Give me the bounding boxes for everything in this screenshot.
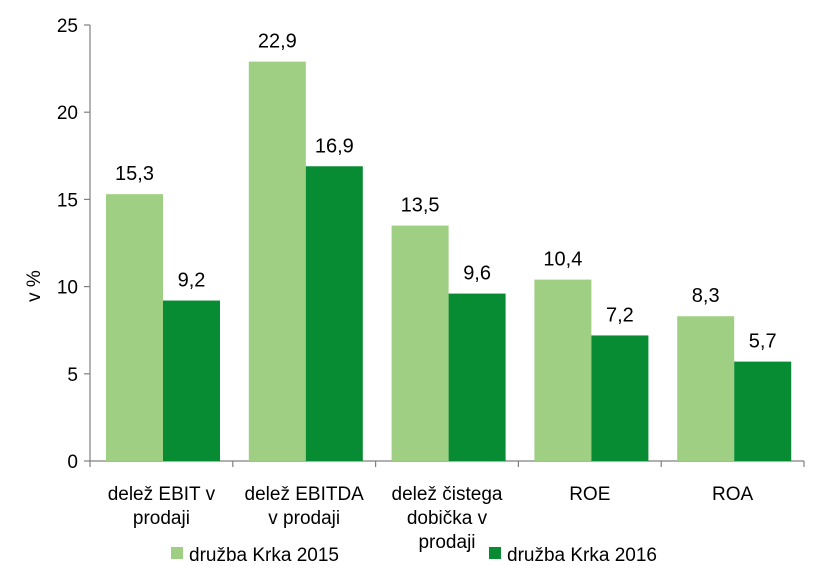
y-tick-label: 20 [57, 103, 78, 124]
data-label: 7,2 [606, 304, 634, 326]
y-tick-label: 15 [57, 190, 78, 211]
data-label: 13,5 [401, 195, 440, 217]
category-labels: delež EBIT v prodaji delež EBITDA v prodaji… [108, 484, 754, 553]
bar-2016 [448, 293, 506, 461]
data-label: 8,3 [692, 285, 720, 307]
category-label: ROE [569, 484, 610, 505]
legend-label-2016: družba Krka 2016 [507, 545, 657, 566]
category-label: prodaji [418, 532, 475, 553]
category-label: v prodaji [268, 508, 340, 529]
bar-2015 [534, 279, 592, 461]
data-label: 22,9 [258, 31, 297, 53]
bar-2016 [591, 335, 649, 461]
y-axis-label: v % [24, 270, 45, 302]
y-tick-label: 25 [57, 16, 78, 37]
data-label: 9,6 [463, 263, 491, 285]
category-label: ROA [712, 484, 754, 505]
y-tick-label: 0 [67, 452, 78, 473]
legend-swatch-2016 [489, 547, 501, 559]
bar-2016 [305, 166, 363, 461]
legend-swatch-2015 [171, 547, 183, 559]
bar-2016 [734, 361, 792, 461]
bars [106, 61, 792, 462]
category-label: prodaji [133, 508, 190, 529]
bar-2015 [106, 194, 163, 461]
data-label: 16,9 [315, 135, 354, 157]
category-label: dobička v [407, 508, 488, 529]
legend: družba Krka 2015 družba Krka 2016 [171, 545, 657, 566]
bar-2015 [391, 225, 449, 461]
y-tick-label: 5 [67, 365, 78, 386]
category-label: delež EBITDA [245, 484, 365, 505]
data-labels: 15,3 22,9 13,5 10,4 8,3 9,2 16,9 9,6 7,2 5,7 [115, 31, 777, 353]
data-label: 10,4 [543, 249, 582, 271]
bar-2016 [163, 300, 220, 461]
bar-2015 [248, 61, 306, 462]
category-label: delež EBIT v [108, 484, 216, 505]
data-label: 9,2 [178, 270, 206, 292]
y-tick-label: 10 [57, 278, 78, 299]
data-label: 5,7 [749, 331, 777, 353]
y-axis-ticks: 0 5 10 15 20 25 [57, 16, 805, 473]
data-label: 15,3 [115, 163, 154, 185]
legend-label-2015: družba Krka 2015 [189, 545, 339, 566]
bar-2015 [677, 316, 735, 461]
category-label: delež čistega [392, 484, 503, 505]
